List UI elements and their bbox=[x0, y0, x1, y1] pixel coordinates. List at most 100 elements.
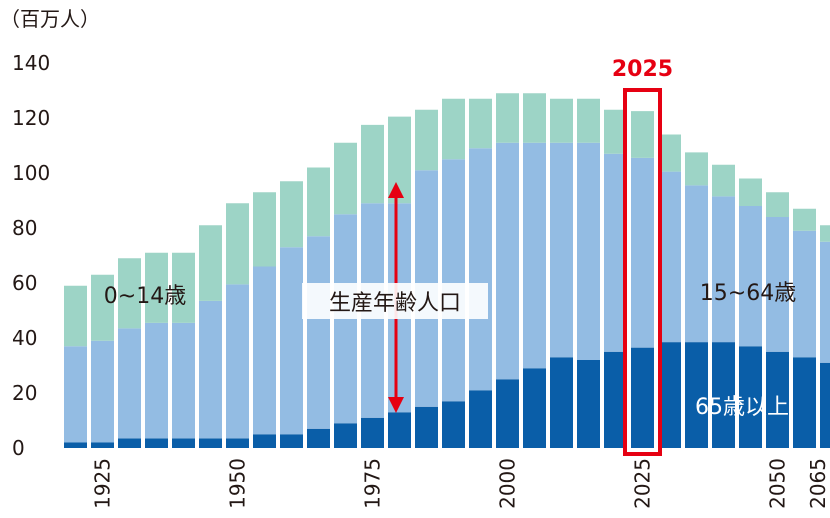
bar-segment-aged bbox=[199, 438, 222, 448]
x-tick-label: 2025 bbox=[631, 458, 655, 509]
bar-segment-aged bbox=[442, 401, 465, 448]
bar-segment-young bbox=[469, 98, 492, 149]
y-tick-label: 20 bbox=[12, 381, 37, 405]
bar-segment-young bbox=[712, 164, 735, 197]
bar-segment-young bbox=[631, 111, 654, 158]
bar-segment-young bbox=[307, 167, 330, 237]
bar-segment-young bbox=[64, 285, 87, 347]
bar-segment-young bbox=[604, 109, 627, 154]
bar-segment-working bbox=[64, 346, 87, 443]
bar-segment-working bbox=[118, 328, 141, 439]
bar-segment-young bbox=[334, 142, 357, 215]
y-tick-label: 40 bbox=[12, 326, 37, 350]
bar-segment-aged bbox=[172, 438, 195, 448]
bar-segment-aged bbox=[793, 357, 816, 448]
bar-segment-aged bbox=[739, 346, 762, 448]
bar-segment-working bbox=[739, 206, 762, 347]
bar-segment-working bbox=[793, 230, 816, 358]
bar-segment-aged bbox=[469, 390, 492, 448]
bar-segment-working bbox=[577, 142, 600, 360]
bar-segment-working bbox=[685, 185, 708, 343]
bar-segment-aged bbox=[64, 442, 87, 448]
bar-segment-aged bbox=[496, 379, 519, 448]
bar-segment-aged bbox=[523, 368, 546, 448]
highlight-2025-label: 2025 bbox=[612, 57, 673, 82]
bar-segment-young bbox=[577, 98, 600, 143]
x-axis-ticks: 1925 1950 1975 2000 2025 2050 2065 bbox=[91, 458, 830, 509]
bar-segment-working bbox=[442, 159, 465, 402]
bar-segment-aged bbox=[766, 351, 789, 448]
bar-segment-working bbox=[766, 217, 789, 352]
bar-segment-young bbox=[739, 178, 762, 206]
bar-segment-aged bbox=[334, 423, 357, 448]
x-tick-label: 2050 bbox=[766, 458, 790, 509]
x-tick-label: 2065 bbox=[806, 458, 830, 509]
bar-segment-aged bbox=[415, 406, 438, 448]
bar-segment-working bbox=[253, 266, 276, 435]
x-tick-label: 1975 bbox=[361, 458, 385, 509]
bar-segment-working bbox=[307, 236, 330, 429]
working-age-label-bg bbox=[302, 283, 488, 319]
bar-segment-young bbox=[685, 152, 708, 186]
bar-segment-working bbox=[226, 284, 249, 439]
bar-segment-young bbox=[145, 252, 168, 323]
bar-segment-aged bbox=[550, 357, 573, 448]
bar-segment-aged bbox=[604, 351, 627, 448]
bar-segment-young bbox=[253, 192, 276, 267]
bar-segment-aged bbox=[820, 362, 830, 448]
bar-segment-aged bbox=[361, 417, 384, 448]
bar-segment-aged bbox=[388, 412, 411, 448]
bar-segment-working bbox=[199, 300, 222, 439]
bar-segment-working bbox=[496, 142, 519, 380]
y-axis-ticks: 0 20 40 60 80 100 120 140 bbox=[12, 51, 50, 460]
y-tick-label: 120 bbox=[12, 106, 50, 130]
bar-segment-young bbox=[91, 274, 114, 341]
bar-segment-young bbox=[226, 203, 249, 285]
bar-segment-working bbox=[658, 171, 681, 343]
bar-segment-young bbox=[361, 124, 384, 204]
bar-segment-aged bbox=[145, 438, 168, 448]
x-tick-label: 2000 bbox=[496, 458, 520, 509]
bar-segment-working bbox=[172, 322, 195, 439]
bar-segment-young bbox=[766, 192, 789, 217]
bar-segment-young bbox=[442, 98, 465, 160]
bar-segment-working bbox=[145, 322, 168, 439]
working-age-label: 生産年齢人口 bbox=[329, 291, 461, 316]
bar-segment-young bbox=[118, 258, 141, 329]
y-tick-label: 0 bbox=[12, 436, 25, 460]
bar-segment-aged bbox=[307, 428, 330, 448]
bar-segment-working bbox=[631, 157, 654, 348]
bar-segment-young bbox=[388, 116, 411, 204]
bar-segment-aged bbox=[631, 347, 654, 448]
bar-segment-working bbox=[280, 247, 303, 435]
bar-segment-young bbox=[496, 93, 519, 143]
bar-segment-young bbox=[199, 225, 222, 301]
bar-segment-working bbox=[604, 153, 627, 352]
y-tick-label: 100 bbox=[12, 161, 50, 185]
bar-segment-young bbox=[550, 98, 573, 143]
bar-segment-aged bbox=[685, 342, 708, 448]
y-tick-label: 80 bbox=[12, 216, 37, 240]
bar-segment-working bbox=[820, 241, 830, 363]
bar-segment-aged bbox=[712, 342, 735, 448]
y-tick-label: 140 bbox=[12, 51, 50, 75]
bar-segment-young bbox=[280, 181, 303, 248]
bar-segment-young bbox=[172, 252, 195, 323]
bar-segment-working bbox=[550, 142, 573, 358]
working-label: 15~64歳 bbox=[700, 281, 796, 306]
bar-segment-aged bbox=[280, 434, 303, 448]
x-tick-label: 1925 bbox=[91, 458, 115, 509]
bar-segment-working bbox=[523, 142, 546, 369]
y-tick-label: 60 bbox=[12, 271, 37, 295]
bar-segment-aged bbox=[253, 434, 276, 448]
aged-label: 65歳以上 bbox=[695, 395, 789, 420]
y-axis-unit-label: （百万人） bbox=[0, 7, 100, 31]
bar-segment-aged bbox=[118, 438, 141, 448]
bar-segment-young bbox=[523, 93, 546, 143]
bar-segment-young bbox=[820, 225, 830, 242]
bar-segment-working bbox=[712, 196, 735, 343]
highlight-2025-box bbox=[623, 88, 662, 456]
young-label: 0~14歳 bbox=[104, 284, 186, 309]
bar-segment-aged bbox=[91, 442, 114, 448]
